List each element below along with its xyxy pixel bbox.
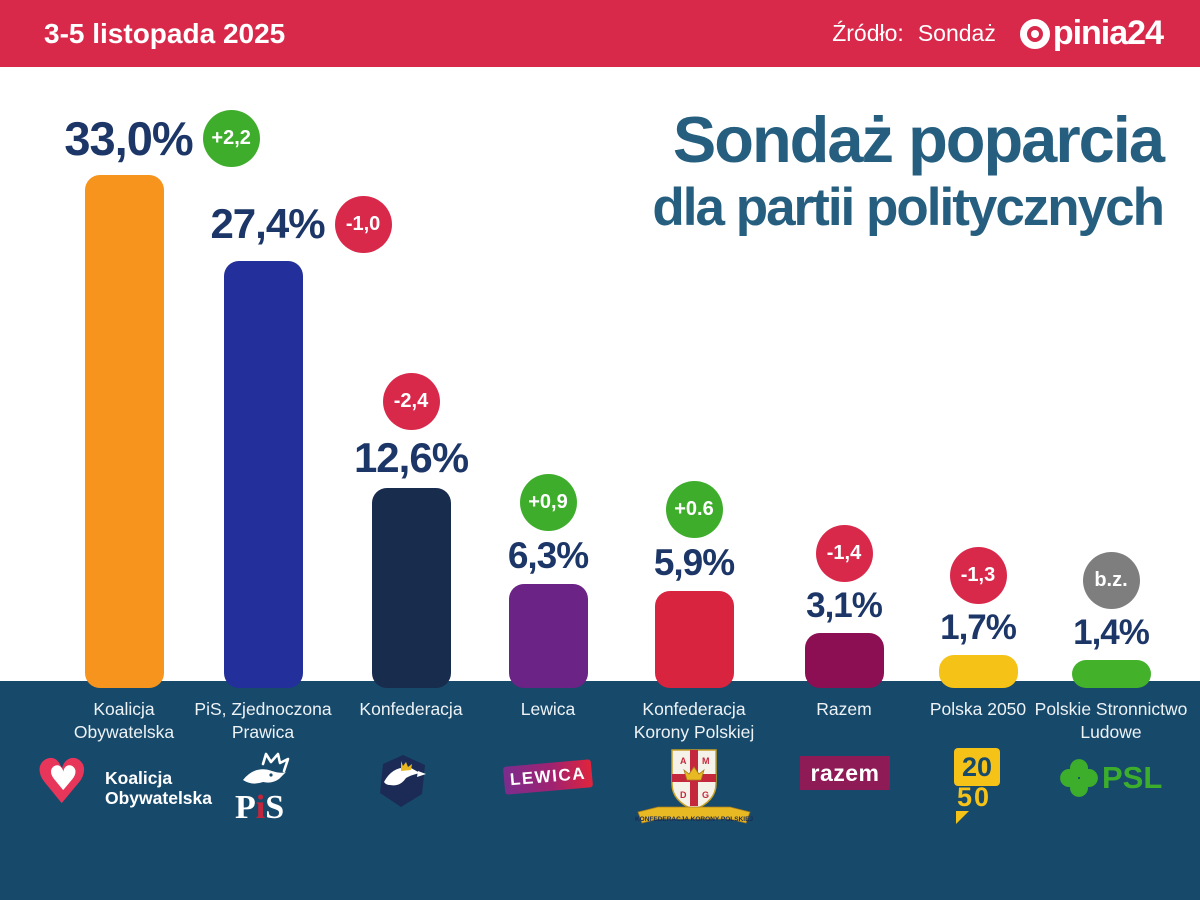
bar-razem — [804, 633, 884, 688]
polska-2050-logo: 20 50 — [954, 748, 1000, 824]
ko-logo-text: Koalicja Obywatelska — [105, 767, 212, 808]
opinia24-logo-text: pinia24 — [1052, 14, 1164, 52]
razem-logo: razem — [800, 756, 890, 790]
opinia24-target-icon — [1019, 18, 1050, 49]
change-badge: -1,3 — [949, 547, 1007, 605]
bar-column-lewica: +0,9 6,3% — [468, 474, 628, 688]
party-name-konfederacja: Konfederacja — [359, 699, 463, 719]
change-badge: -1,0 — [334, 196, 392, 253]
bar-koalicja-obywatelska — [84, 175, 164, 688]
change-badge: +0.6 — [665, 481, 723, 539]
change-badge: b.z. — [1082, 552, 1140, 610]
heart-icon: ♥ ♥ — [34, 745, 90, 818]
svg-text:KONFEDERACJA KORONY POLSKIEJ: KONFEDERACJA KORONY POLSKIEJ — [635, 816, 753, 823]
source-value: Sondaż — [917, 20, 996, 46]
party-name-koalicja-obywatelska: Koalicja Obywatelska — [73, 699, 175, 742]
bar-column-konfederacja-korony-polskiej: +0.6 5,9% — [614, 481, 774, 688]
bar-column-polska-2050: -1,3 1,7% — [898, 547, 1058, 688]
source-label: Źródło: — [832, 20, 904, 46]
title-line2: dla partii politycznych — [652, 178, 1165, 238]
title-line1: Sondaż poparcia — [672, 103, 1165, 176]
eagle-crown-icon: PiS — [235, 752, 290, 826]
koalicja-obywatelska-logo: ♥ ♥ Koalicja Obywatelska — [34, 745, 212, 819]
bar-column-koalicja-obywatelska: 33,0% +2,2 — [44, 110, 260, 688]
party-name-konfederacja-korony-polskiej: Konfederacja Korony Polskiej — [633, 699, 755, 742]
change-badge: +2,2 — [202, 110, 260, 167]
bar-konfederacja — [371, 488, 451, 688]
value-label: 1,4% — [1073, 613, 1150, 653]
bottom-band — [0, 681, 1200, 900]
party-name-polska-2050: Polska 2050 — [929, 699, 1027, 719]
value-label: 12,6% — [353, 433, 469, 481]
opinia24-logo: pinia24 — [1019, 14, 1164, 53]
bar-konfederacja-korony-polskiej — [654, 591, 734, 688]
bar-psl — [1071, 660, 1151, 688]
value-label: 1,7% — [940, 608, 1017, 648]
change-badge: +0,9 — [519, 474, 577, 532]
change-badge: -1,4 — [815, 525, 873, 583]
p2050-square: 20 — [954, 748, 1000, 786]
pis-logo: PiS — [227, 748, 301, 833]
psl-logo: PSL — [1056, 755, 1162, 801]
header-bar: 3-5 listopada 2025 Źródło: Sondaż pinia2… — [0, 0, 1200, 67]
party-name-psl: Polskie Stronnictwo Ludowe — [1034, 699, 1188, 742]
change-badge: -2,4 — [382, 372, 440, 430]
party-name-lewica: Lewica — [520, 699, 576, 719]
bar-column-psl: b.z. 1,4% — [1031, 552, 1191, 688]
header-source: Źródło: Sondaż pinia24 — [832, 14, 1164, 53]
konfederacja-logo — [373, 752, 431, 815]
p2050-fifty: 50 — [957, 782, 992, 812]
bar-polska-2050 — [938, 655, 1018, 688]
party-name-razem: Razem — [816, 699, 872, 719]
bar-column-pis: 27,4% -1,0 — [183, 196, 392, 688]
svg-text:G: G — [702, 790, 709, 800]
svg-text:PiS: PiS — [235, 789, 284, 826]
eagle-map-icon — [380, 755, 426, 807]
page-title: Sondaż poparcia dla partii politycznych — [652, 103, 1165, 238]
party-name-pis: PiS, Zjednoczona Prawica — [194, 699, 332, 742]
value-label: 33,0% — [64, 111, 193, 165]
bar-lewica — [508, 584, 588, 688]
bar-pis — [223, 261, 303, 688]
date-range: 3-5 listopada 2025 — [44, 17, 286, 49]
crest-shield-icon: A M D G KONFEDERACJA KORONY POLSKIEJ — [635, 749, 753, 824]
bar-column-konfederacja: -2,4 12,6% — [331, 372, 491, 688]
svg-text:D: D — [680, 790, 687, 800]
value-label: 5,9% — [653, 542, 735, 584]
svg-text:M: M — [702, 756, 710, 766]
value-label: 27,4% — [210, 200, 325, 248]
svg-text:A: A — [680, 756, 687, 766]
konfederacja-korony-polskiej-logo: A M D G KONFEDERACJA KORONY POLSKIEJ — [634, 746, 754, 837]
value-label: 6,3% — [507, 535, 589, 577]
value-label: 3,1% — [806, 586, 883, 626]
bar-column-razem: -1,4 3,1% — [764, 525, 924, 688]
clover-icon — [1056, 755, 1102, 801]
p2050-tail-icon — [956, 811, 969, 824]
